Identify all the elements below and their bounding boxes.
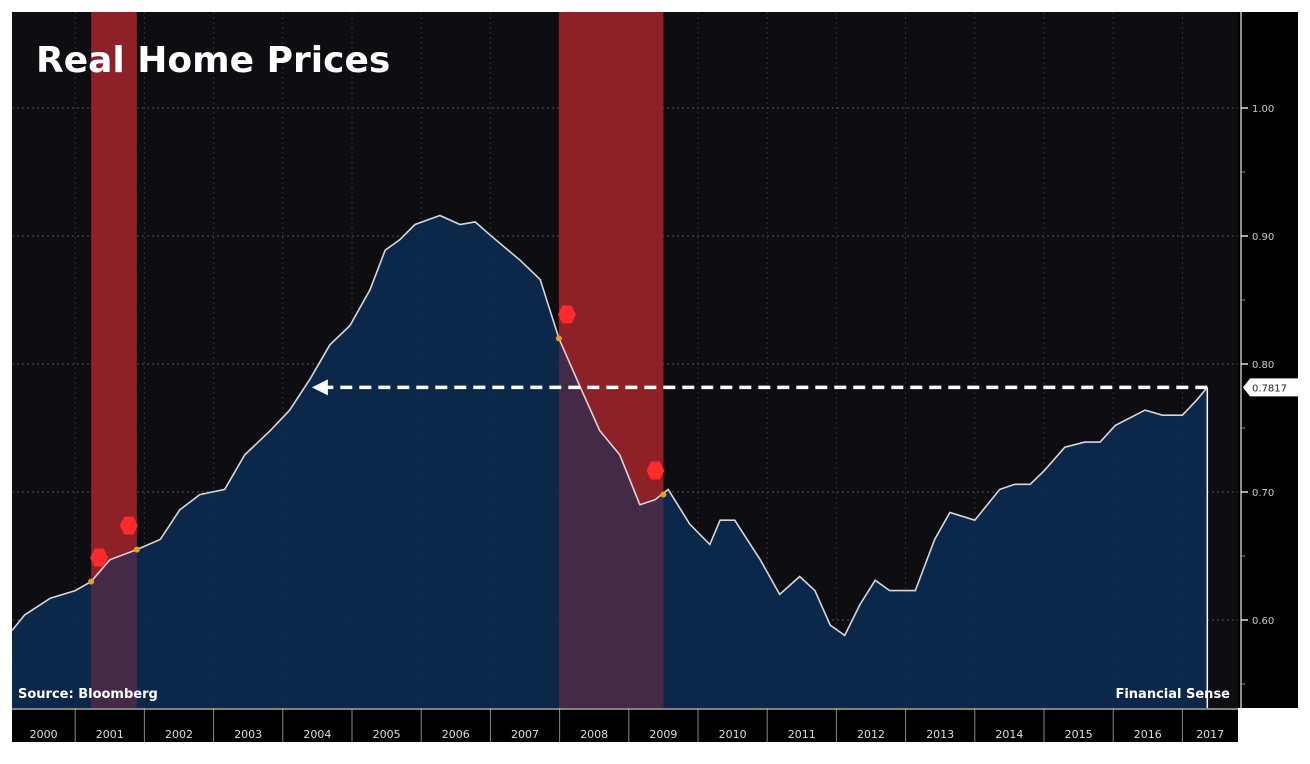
recession-point xyxy=(555,335,562,342)
x-tick-label: 2013 xyxy=(926,728,954,741)
x-tick-label: 2003 xyxy=(234,728,262,741)
x-tick-label: 2001 xyxy=(96,728,124,741)
arrow-head-icon xyxy=(311,379,328,396)
y-tick-label: 0.80 xyxy=(1252,360,1274,371)
y-tick-label: 1.00 xyxy=(1252,104,1274,115)
x-axis-background xyxy=(12,708,1238,742)
x-tick-label: 2016 xyxy=(1134,728,1162,741)
x-tick-label: 2011 xyxy=(788,728,816,741)
x-tick-label: 2014 xyxy=(995,728,1023,741)
x-tick-label: 2005 xyxy=(373,728,401,741)
x-tick-label: 2008 xyxy=(580,728,608,741)
x-tick-label: 2009 xyxy=(649,728,677,741)
recession-point xyxy=(660,491,667,498)
recession-flag-icon xyxy=(119,516,138,535)
axis-background xyxy=(1238,12,1298,708)
x-tick-label: 2004 xyxy=(303,728,331,741)
x-tick-label: 2010 xyxy=(719,728,747,741)
last-value-badge xyxy=(1243,378,1298,397)
y-tick-label: 0.90 xyxy=(1252,232,1274,243)
price-area xyxy=(12,215,1208,708)
recession-flag-icon xyxy=(90,548,109,567)
x-tick-label: 2000 xyxy=(30,728,58,741)
chart-title: Real Home Prices xyxy=(36,40,390,81)
y-tick-label: 0.70 xyxy=(1252,488,1274,499)
x-tick-label: 2015 xyxy=(1065,728,1093,741)
recession-band-overlay xyxy=(558,12,664,708)
source-note: Source: Bloomberg xyxy=(18,687,158,702)
recession-band-overlay xyxy=(91,12,137,708)
x-tick-label: 2002 xyxy=(165,728,193,741)
price-line xyxy=(11,214,1208,637)
x-tick-label: 2012 xyxy=(857,728,885,741)
brand-note: Financial Sense xyxy=(1115,687,1230,702)
recession-flag-icon xyxy=(646,461,665,480)
x-tick-label: 2017 xyxy=(1196,728,1224,741)
recession-point xyxy=(133,546,140,553)
recession-point xyxy=(88,578,95,585)
last-value-label: 0.7817 xyxy=(1252,383,1287,394)
x-tick-label: 2006 xyxy=(442,728,470,741)
y-tick-label: 0.60 xyxy=(1252,616,1274,627)
recession-flag-icon xyxy=(557,305,576,324)
x-tick-label: 2007 xyxy=(511,728,539,741)
